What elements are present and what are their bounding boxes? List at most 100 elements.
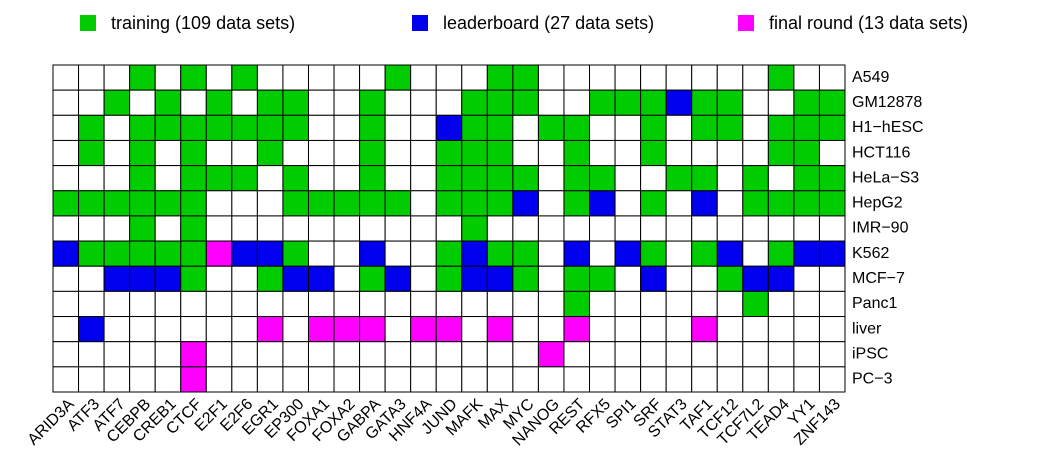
cell (307, 240, 335, 267)
cell (614, 165, 642, 192)
cell (512, 341, 539, 368)
cell (154, 64, 182, 91)
cell (563, 290, 591, 318)
cell (205, 215, 233, 242)
cell (103, 316, 131, 343)
cell (461, 64, 488, 91)
cell (614, 89, 642, 116)
row-label: MCF−7 (852, 270, 905, 287)
cell (52, 139, 80, 167)
cell (537, 139, 565, 167)
cell (537, 165, 565, 192)
cell (282, 64, 309, 91)
cell (52, 114, 80, 141)
cell (767, 240, 795, 267)
cell (461, 89, 488, 116)
cell (256, 89, 284, 116)
cell (793, 265, 820, 292)
row-label: HCT116 (852, 144, 910, 161)
cell (691, 215, 718, 242)
cell (410, 165, 437, 192)
cell (716, 290, 744, 318)
cell (435, 240, 463, 267)
cell (461, 341, 488, 368)
cell (180, 316, 207, 343)
cell (256, 265, 284, 292)
cell (256, 366, 284, 393)
cell (307, 341, 335, 368)
cell (512, 139, 539, 167)
cell (333, 240, 361, 267)
cell (665, 240, 693, 267)
cell (716, 165, 744, 192)
cell (716, 366, 744, 393)
cell (742, 165, 769, 192)
cell (359, 265, 386, 292)
cell (52, 265, 80, 292)
cell (231, 64, 258, 91)
cell (154, 240, 182, 267)
cell (435, 265, 463, 292)
cell (103, 190, 131, 217)
cell (103, 114, 131, 141)
cell (154, 265, 182, 292)
cell (410, 366, 437, 393)
cell (333, 139, 361, 167)
cell (205, 165, 233, 192)
cell (793, 341, 820, 368)
cell (767, 290, 795, 318)
cell (512, 114, 539, 141)
cell (818, 139, 846, 167)
row-label: H1−hESC (852, 119, 924, 136)
cell (333, 165, 361, 192)
cell (742, 139, 769, 167)
cell (563, 190, 591, 217)
cell (537, 290, 565, 318)
legend-swatch (80, 15, 96, 31)
cell (818, 89, 846, 116)
cell (103, 165, 131, 192)
cell (205, 114, 233, 141)
cell (767, 165, 795, 192)
cell (589, 240, 616, 267)
cell (742, 316, 769, 343)
cell (537, 265, 565, 292)
cell (818, 64, 846, 91)
cell (486, 366, 514, 393)
cell (307, 366, 335, 393)
cell (691, 265, 718, 292)
cell (640, 290, 667, 318)
cell (563, 165, 591, 192)
cell (486, 341, 514, 368)
cell (154, 165, 182, 192)
cell (282, 215, 309, 242)
cell (640, 215, 667, 242)
cell (435, 190, 463, 217)
cell (154, 89, 182, 116)
cell (231, 190, 258, 217)
cell (486, 265, 514, 292)
cell (435, 165, 463, 192)
cell (205, 190, 233, 217)
cell (359, 215, 386, 242)
cell (614, 215, 642, 242)
cell (282, 139, 309, 167)
cell (512, 290, 539, 318)
cell (282, 316, 309, 343)
cell (78, 114, 105, 141)
cell (691, 64, 718, 91)
cell (410, 240, 437, 267)
cell (410, 316, 437, 343)
cell (461, 215, 488, 242)
cell (282, 165, 309, 192)
cell (563, 366, 591, 393)
cell (742, 64, 769, 91)
cell (180, 341, 207, 368)
cell (614, 240, 642, 267)
cell (205, 240, 233, 267)
cell (333, 290, 361, 318)
cell (52, 290, 80, 318)
cell (256, 215, 284, 242)
cell (154, 316, 182, 343)
legend-label: final round (13 data sets) (769, 13, 968, 33)
